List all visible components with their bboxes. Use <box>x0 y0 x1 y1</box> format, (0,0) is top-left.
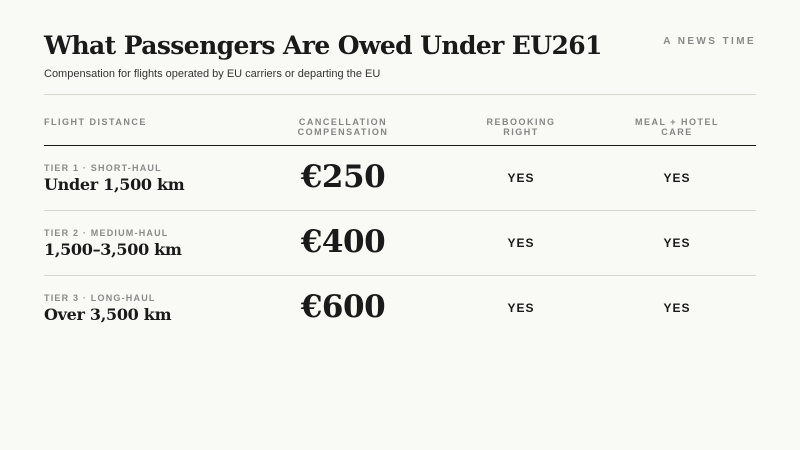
header-divider <box>44 94 756 95</box>
table-row-tier-2: TIER 2 · MEDIUM-HAUL 1,500–3,500 km €400… <box>44 211 756 276</box>
tier-label: TIER 1 · SHORT-HAUL <box>44 163 162 173</box>
distance-value: Under 1,500 km <box>44 175 185 194</box>
row-divider <box>44 275 756 276</box>
rebooking-value: YES <box>507 171 535 185</box>
column-header-cancellation-compensation: CANCELLATION COMPENSATION <box>297 117 389 137</box>
tier-label: TIER 2 · MEDIUM-HAUL <box>44 228 169 238</box>
page-title: What Passengers Are Owed Under EU261 <box>44 31 602 60</box>
tier-label: TIER 3 · LONG-HAUL <box>44 293 156 303</box>
care-value: YES <box>663 171 691 185</box>
rebooking-value: YES <box>507 301 535 315</box>
row-divider <box>44 210 756 211</box>
page-subtitle: Compensation for flights operated by EU … <box>44 68 381 80</box>
page: What Passengers Are Owed Under EU261 Com… <box>44 0 756 450</box>
column-header-meal-hotel-care: MEAL + HOTEL CARE <box>634 117 720 137</box>
compensation-amount: €600 <box>300 289 386 325</box>
distance-value: Over 3,500 km <box>44 305 172 324</box>
compensation-amount: €250 <box>300 159 386 195</box>
distance-value: 1,500–3,500 km <box>44 240 182 259</box>
column-header-flight-distance: FLIGHT DISTANCE <box>44 117 147 127</box>
table-header: FLIGHT DISTANCE CANCELLATION COMPENSATIO… <box>44 117 756 145</box>
care-value: YES <box>663 236 691 250</box>
column-header-rebooking-right: REBOOKING RIGHT <box>486 117 556 137</box>
table-row-tier-3: TIER 3 · LONG-HAUL Over 3,500 km €600 YE… <box>44 276 756 341</box>
rebooking-value: YES <box>507 236 535 250</box>
table-header-divider <box>44 145 756 146</box>
table-row-tier-1: TIER 1 · SHORT-HAUL Under 1,500 km €250 … <box>44 146 756 211</box>
brand-label: A NEWS TIME <box>663 36 756 47</box>
care-value: YES <box>663 301 691 315</box>
compensation-amount: €400 <box>300 224 386 260</box>
